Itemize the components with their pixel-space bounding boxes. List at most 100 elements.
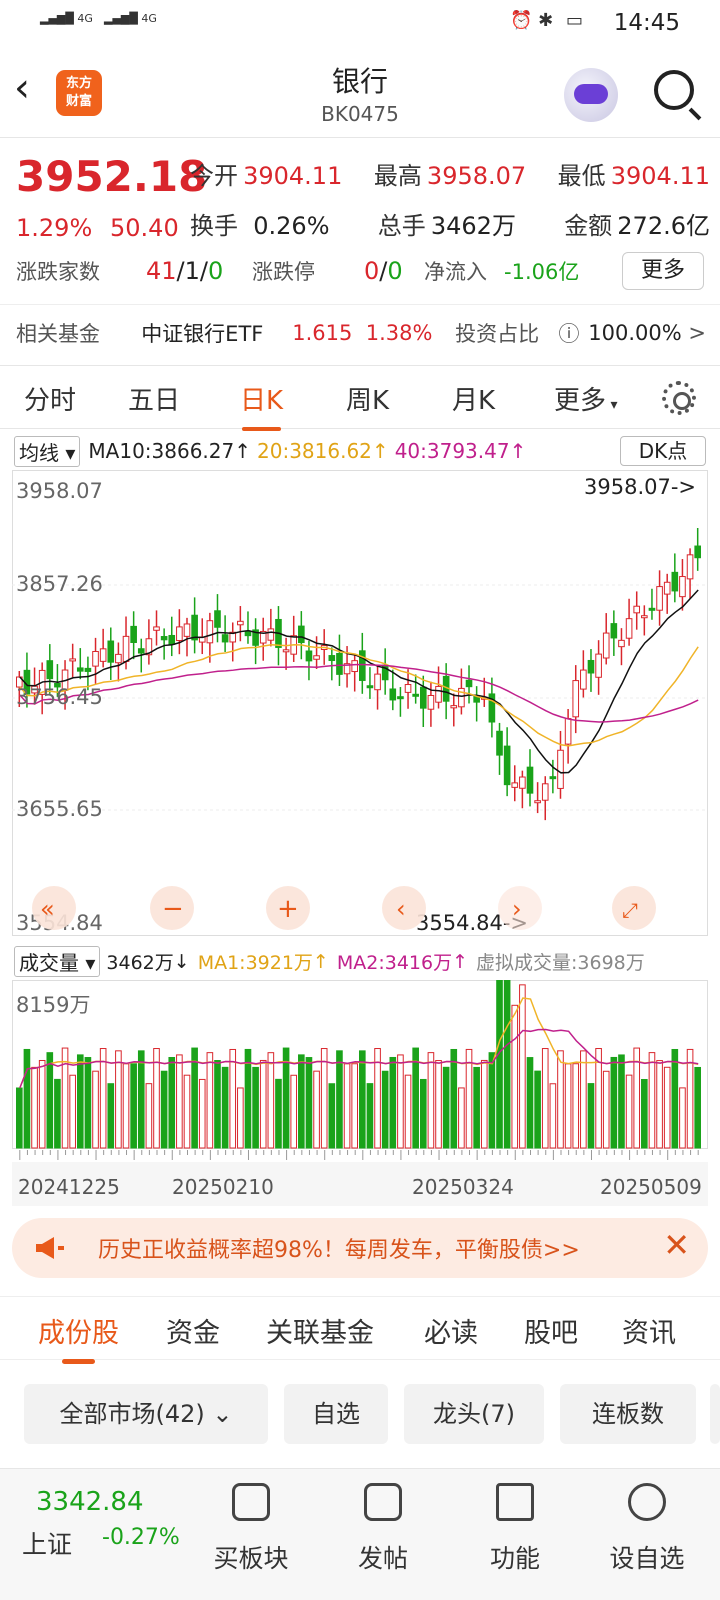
related-fund-row[interactable]: 相关基金 中证银行ETF 1.615 1.38% 投资占比 ⓘ 100.00% … bbox=[16, 318, 706, 348]
nav-post[interactable]: 发帖 bbox=[357, 1544, 408, 1573]
volume-ma2: MA2:3416万 bbox=[336, 952, 453, 974]
sector-code: BK0475 bbox=[321, 102, 399, 126]
volume-bar bbox=[564, 1063, 572, 1149]
x-tick-3: 20250324 bbox=[412, 1175, 514, 1199]
low-label: 最低 bbox=[557, 162, 606, 190]
assistant-robot-icon[interactable] bbox=[564, 68, 618, 122]
volume-bar bbox=[442, 1066, 450, 1149]
candle bbox=[244, 630, 252, 637]
divider bbox=[0, 304, 720, 305]
more-button[interactable]: 更多 bbox=[622, 252, 704, 290]
ratio-label: 投资占比 bbox=[455, 322, 540, 346]
nav-add-watchlist[interactable]: 设自选 bbox=[609, 1544, 685, 1573]
candle bbox=[534, 800, 541, 804]
tab-5day[interactable]: 五日 bbox=[128, 386, 181, 416]
candle bbox=[496, 730, 503, 756]
close-icon[interactable]: ✕ bbox=[663, 1226, 690, 1264]
status-bar: ▂▄▆█ 4G ▂▄▆█ 4G ⏰ ✱ ▭ 14:45 bbox=[0, 0, 720, 46]
fund-name[interactable]: 中证银行ETF bbox=[141, 322, 264, 346]
volume-bar bbox=[366, 1083, 374, 1149]
volume-bar bbox=[663, 1066, 671, 1149]
tab-constituents[interactable]: 成份股 bbox=[38, 1311, 119, 1364]
turnover-label: 换手 bbox=[190, 212, 238, 240]
filter-limit-boards[interactable]: 连板数 bbox=[560, 1384, 696, 1444]
candle bbox=[587, 659, 595, 674]
chevron-right-icon[interactable]: > bbox=[681, 321, 706, 345]
volume-bar bbox=[427, 1052, 435, 1149]
tab-daily-k[interactable]: 日K bbox=[240, 380, 283, 431]
help-icon[interactable]: ⓘ bbox=[558, 322, 580, 346]
tab-weekly-k[interactable]: 周K bbox=[346, 386, 390, 416]
candle bbox=[465, 679, 473, 688]
candle bbox=[397, 696, 404, 700]
volume-bar bbox=[343, 1063, 351, 1149]
tab-more[interactable]: 更多 ▾ bbox=[554, 386, 618, 416]
candle bbox=[511, 782, 519, 788]
filter-leaders[interactable]: 龙头(7) bbox=[404, 1384, 544, 1444]
quote-row-1: 今开 3904.11 最高 3958.07 最低 3904.11 bbox=[190, 156, 710, 191]
kline-chart[interactable]: 3958.07 3857.26 3756.45 3655.65 3554.84 … bbox=[12, 470, 708, 936]
battery-icon: ▭ bbox=[566, 10, 584, 31]
grid-icon[interactable] bbox=[496, 1483, 534, 1521]
candle bbox=[633, 605, 641, 614]
zoom-out-icon[interactable] bbox=[150, 886, 194, 930]
fullscreen-icon[interactable] bbox=[612, 886, 656, 930]
bottom-nav: 3342.84 上证 -0.27% 买板块 发帖 功能 设自选 bbox=[0, 1468, 720, 1600]
tab-monthly-k[interactable]: 月K bbox=[452, 386, 496, 416]
zoom-in-icon[interactable] bbox=[266, 886, 310, 930]
alarm-icon: ⏰ ✱ bbox=[510, 10, 554, 31]
search-icon[interactable] bbox=[654, 70, 694, 110]
volume-bar bbox=[541, 1048, 549, 1149]
filter-watchlist[interactable]: 自选 bbox=[284, 1384, 388, 1444]
volume-bar bbox=[336, 1050, 343, 1149]
candle bbox=[137, 648, 145, 654]
back-icon[interactable]: ‹ bbox=[14, 65, 30, 111]
candle bbox=[549, 776, 557, 780]
volume-bar bbox=[298, 1054, 305, 1149]
tab-forum[interactable]: 股吧 bbox=[524, 1318, 578, 1349]
x-tick-2: 20250210 bbox=[172, 1175, 274, 1199]
next-icon[interactable] bbox=[498, 886, 542, 930]
nav-functions[interactable]: 功能 bbox=[489, 1544, 540, 1573]
edit-icon[interactable] bbox=[364, 1483, 402, 1521]
open-value: 3904.11 bbox=[243, 162, 343, 190]
tab-funds[interactable]: 资金 bbox=[166, 1318, 220, 1349]
volume-bar bbox=[526, 1057, 534, 1149]
volume-bar bbox=[419, 1078, 427, 1149]
filter-all-markets[interactable]: 全部市场(42) ⌄ bbox=[24, 1384, 268, 1444]
tab-intraday[interactable]: 分时 bbox=[24, 386, 77, 416]
filter-more-edge[interactable] bbox=[710, 1384, 720, 1444]
signal-icon-2: ▂▄▆█ 4G bbox=[104, 12, 157, 25]
tab-must-read[interactable]: 必读 bbox=[424, 1318, 478, 1349]
dk-point-button[interactable]: DK点 bbox=[620, 436, 706, 466]
volume-bar bbox=[557, 1050, 564, 1149]
promo-banner[interactable]: 历史正收益概率超98%！每周发车，平衡股债>> ✕ bbox=[12, 1218, 708, 1278]
more-icon[interactable] bbox=[628, 1483, 666, 1521]
change-amount: 50.40 bbox=[110, 214, 179, 242]
volume-bar bbox=[54, 1078, 61, 1149]
gear-icon[interactable] bbox=[662, 381, 696, 415]
candle bbox=[412, 693, 419, 697]
rewind-icon[interactable] bbox=[32, 886, 76, 930]
volume-chart[interactable]: 8159万 20241225 20250210 20250324 2025050… bbox=[12, 980, 708, 1206]
volume-bar bbox=[76, 1054, 84, 1149]
buy-sector-icon[interactable] bbox=[232, 1483, 270, 1521]
candle bbox=[419, 686, 427, 709]
ma-select[interactable]: 均线 ▾ bbox=[14, 435, 81, 467]
nav-buy-sector[interactable]: 买板块 bbox=[213, 1544, 289, 1573]
volume-select[interactable]: 成交量 ▾ bbox=[14, 946, 101, 977]
prev-icon[interactable] bbox=[382, 886, 426, 930]
tab-related-funds[interactable]: 关联基金 bbox=[266, 1318, 374, 1349]
volume-bar bbox=[503, 980, 511, 1149]
volume-bar bbox=[38, 1059, 46, 1149]
svg-text:⤢: ⤢ bbox=[622, 898, 638, 922]
candle bbox=[526, 766, 534, 794]
candle bbox=[176, 626, 183, 642]
index-name[interactable]: 上证 bbox=[22, 1530, 73, 1559]
tab-news[interactable]: 资讯 bbox=[622, 1318, 676, 1349]
volume-bar bbox=[160, 1070, 168, 1149]
index-price[interactable]: 3342.84 bbox=[36, 1487, 144, 1517]
candle bbox=[16, 676, 23, 688]
app-logo[interactable]: 东方 财富 bbox=[56, 70, 102, 116]
candle bbox=[427, 694, 435, 710]
